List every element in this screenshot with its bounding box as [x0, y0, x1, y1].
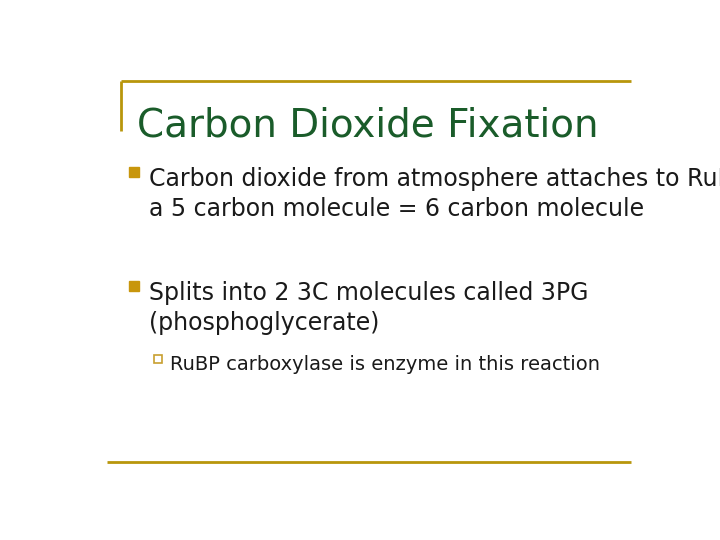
Text: Splits into 2 3C molecules called 3PG: Splits into 2 3C molecules called 3PG	[148, 281, 588, 305]
FancyBboxPatch shape	[129, 167, 139, 177]
Text: RuBP carboxylase is enzyme in this reaction: RuBP carboxylase is enzyme in this react…	[170, 355, 600, 374]
FancyBboxPatch shape	[154, 355, 162, 363]
Text: Carbon Dioxide Fixation: Carbon Dioxide Fixation	[138, 106, 599, 144]
Text: a 5 carbon molecule = 6 carbon molecule: a 5 carbon molecule = 6 carbon molecule	[148, 197, 644, 221]
Text: (phosphoglycerate): (phosphoglycerate)	[148, 311, 379, 335]
FancyBboxPatch shape	[129, 281, 139, 291]
Text: Carbon dioxide from atmosphere attaches to RuBP,: Carbon dioxide from atmosphere attaches …	[148, 167, 720, 191]
